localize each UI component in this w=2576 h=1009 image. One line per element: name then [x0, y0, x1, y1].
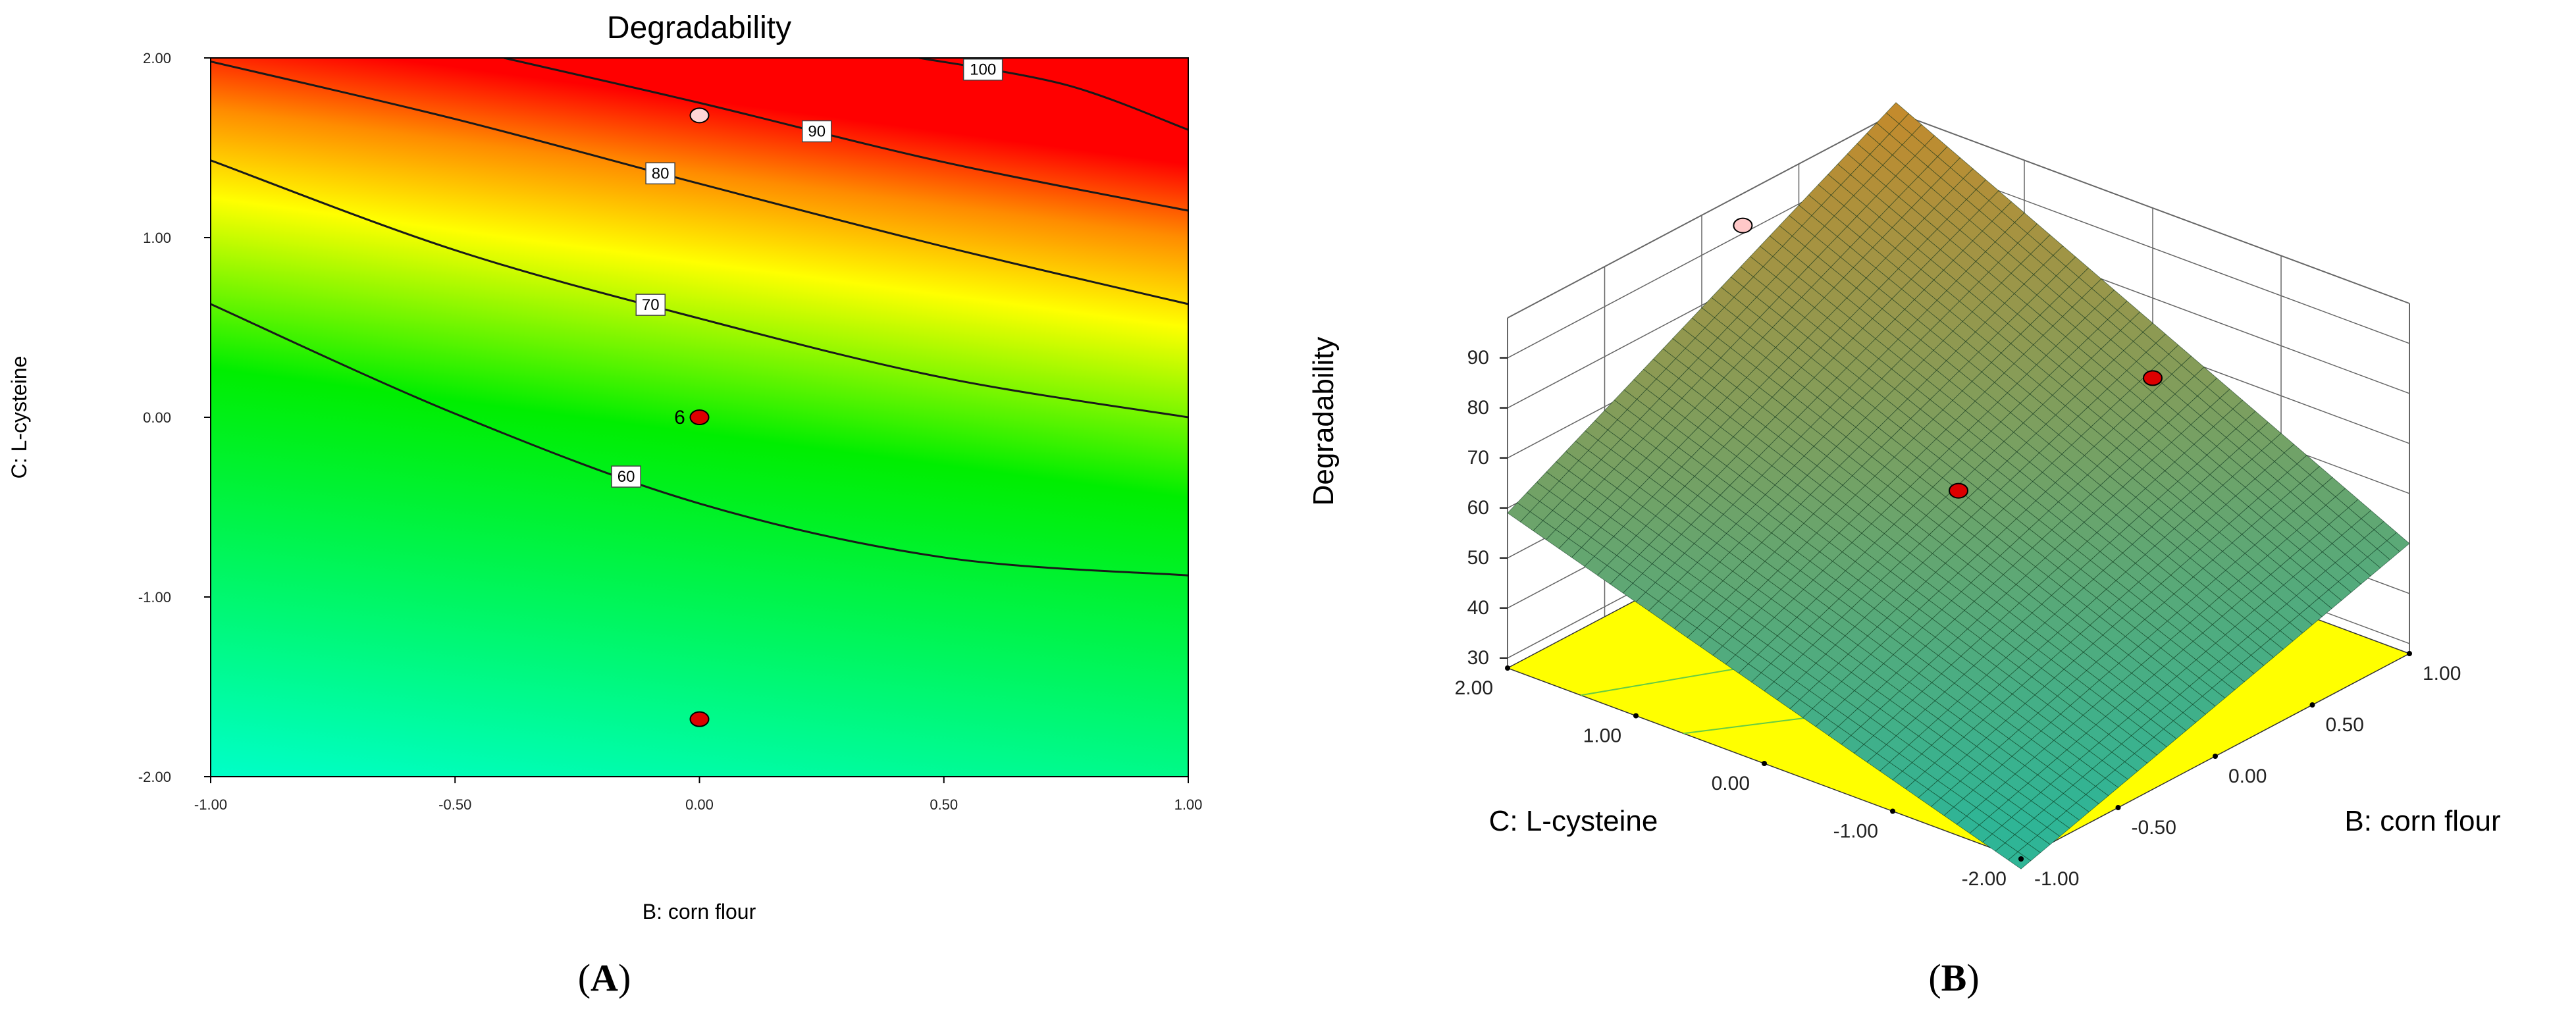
y-tick-label: -2.00	[138, 769, 171, 785]
z-tick-label: 50	[1467, 547, 1489, 569]
z-tick-label: 80	[1467, 397, 1489, 419]
contour-line-80	[211, 60, 1188, 305]
contour-label-box	[645, 162, 675, 185]
contour-label-box	[611, 465, 641, 488]
contour-line-60	[211, 303, 1188, 577]
x-axis-ticks: -1.00 -0.50 0.00 0.50 1.00	[194, 777, 1202, 813]
x-tick-label: 0.00	[685, 796, 714, 813]
b-tick-mark	[2309, 702, 2315, 708]
y-tick-label: 1.00	[143, 230, 171, 246]
contour-label-90: 90	[808, 122, 826, 140]
surface-plot-panel: 30 40 50 60 70 80 90 -2.00 -1.00 0.00 1.00 2.00 -1…	[1307, 102, 2501, 999]
contour-plot-panel: Degradability 60 70 80 90 100 6 -1.00 -0.50 0.…	[7, 11, 1202, 999]
surface-design-points	[1733, 217, 2163, 499]
contour-x-axis-label: B: corn flour	[643, 900, 756, 923]
c-tick-label: -2.00	[1962, 868, 2007, 890]
design-point-1	[689, 409, 710, 425]
contour-label-box	[801, 120, 832, 143]
contour-y-axis-label: C: L-cysteine	[7, 356, 31, 479]
c-tick-mark	[1762, 761, 1767, 766]
x-tick-label: -0.50	[438, 796, 471, 813]
b-tick-mark	[2213, 754, 2218, 759]
x-tick-label: 0.50	[930, 796, 958, 813]
contour-level-labels: 60 70 80 90 100	[611, 58, 1003, 488]
c-tick-label: 0.00	[1712, 773, 1750, 794]
b-tick-label: -1.00	[2034, 868, 2079, 890]
surface-z-axis-label: Degradability	[1307, 337, 1340, 506]
b-tick-label: 1.00	[2423, 663, 2461, 685]
y-tick-label: -1.00	[138, 589, 171, 606]
panel-label-b: (B)	[1928, 956, 1979, 999]
design-point-count: 6	[674, 407, 685, 428]
z-tick-label: 60	[1467, 497, 1489, 519]
b-tick-mark	[2407, 651, 2412, 656]
b-tick-label: 0.00	[2228, 765, 2267, 787]
contour-label-70: 70	[642, 296, 660, 314]
y-axis-ticks: -2.00 -1.00 0.00 1.00 2.00	[138, 50, 211, 785]
c-tick-label: 1.00	[1583, 725, 1621, 747]
contour-label-80: 80	[652, 165, 670, 182]
x-tick-label: 1.00	[1174, 796, 1203, 813]
contour-plot-title: Degradability	[607, 11, 791, 45]
z-tick-label: 30	[1467, 647, 1489, 669]
c-tick-label: 2.00	[1455, 677, 1493, 699]
design-point-0	[689, 107, 710, 124]
z-tick-label: 70	[1467, 447, 1489, 469]
c-tick-label: -1.00	[1833, 821, 1878, 842]
surface-design-point-2	[2143, 370, 2163, 386]
design-point-2	[689, 711, 710, 727]
z-axis-ticks: 30 40 50 60 70 80 90	[1467, 347, 1508, 669]
z-tick-label: 90	[1467, 347, 1489, 369]
contour-line-100	[919, 58, 1188, 131]
b-axis-ticks: -1.00 -0.50 0.00 0.50 1.00	[2018, 651, 2461, 890]
c-tick-mark	[1633, 713, 1639, 719]
response-surface-mesh	[1507, 102, 2410, 869]
contour-label-100: 100	[970, 61, 996, 79]
contour-label-box	[635, 294, 666, 316]
y-tick-label: 0.00	[143, 409, 171, 426]
c-tick-mark	[1505, 665, 1510, 671]
contour-label-60: 60	[618, 468, 635, 486]
b-tick-label: 0.50	[2326, 714, 2364, 736]
design-points: 6	[674, 107, 710, 727]
surface-c-axis-label: C: L-cysteine	[1489, 805, 1658, 837]
y-tick-label: 2.00	[143, 50, 171, 66]
surface-design-point-0	[1733, 217, 1753, 234]
c-tick-mark	[1890, 808, 1895, 814]
c-axis-ticks: -2.00 -1.00 0.00 1.00 2.00	[1455, 665, 2024, 890]
surface-design-point-1	[1949, 482, 1968, 499]
contour-label-box	[962, 58, 1003, 81]
surface-b-axis-label: B: corn flour	[2344, 805, 2500, 837]
b-tick-label: -0.50	[2132, 817, 2176, 839]
contour-line-70	[211, 159, 1188, 419]
b-tick-mark	[2018, 856, 2024, 862]
z-tick-label: 40	[1467, 597, 1489, 619]
b-tick-mark	[2115, 805, 2121, 810]
x-tick-label: -1.00	[194, 796, 227, 813]
panel-label-a: (A)	[578, 956, 631, 999]
